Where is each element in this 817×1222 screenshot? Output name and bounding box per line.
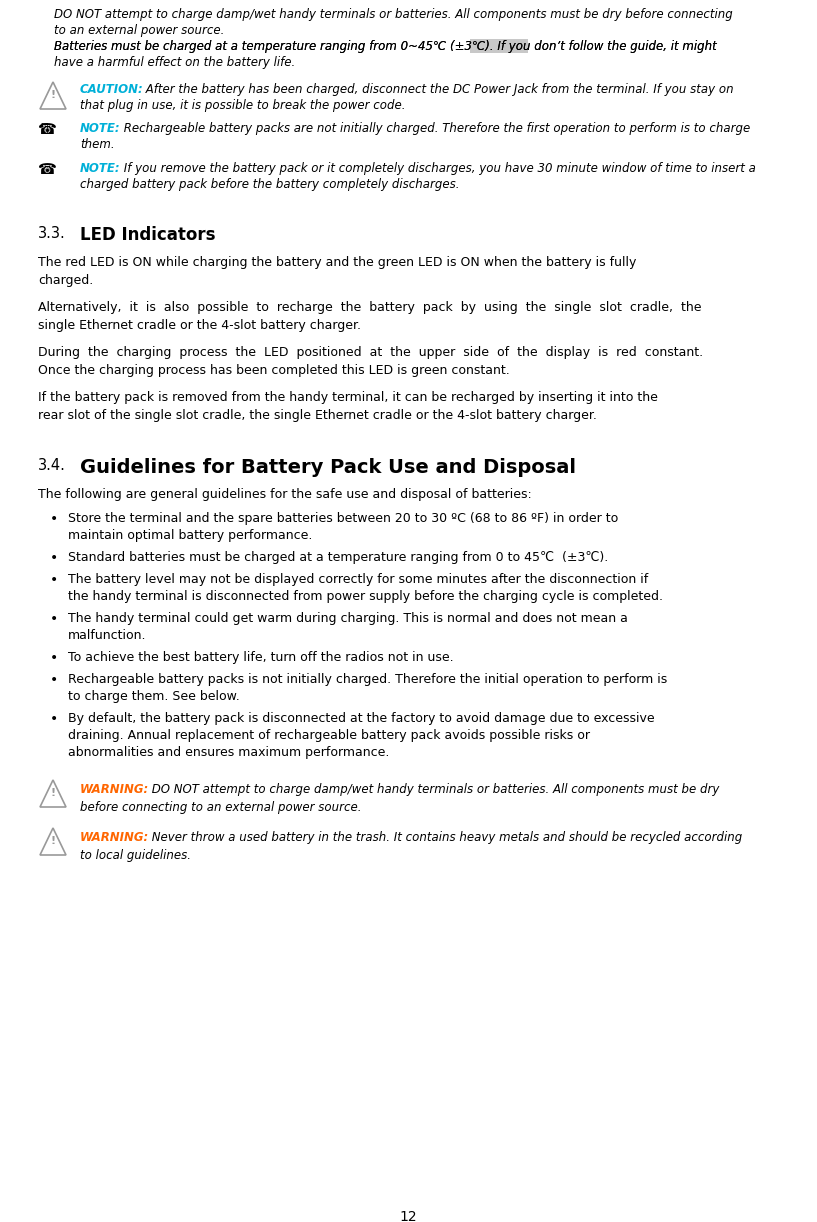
- Text: abnormalities and ensures maximum performance.: abnormalities and ensures maximum perfor…: [68, 745, 390, 759]
- Text: During  the  charging  process  the  LED  positioned  at  the  upper  side  of  : During the charging process the LED posi…: [38, 346, 703, 359]
- Text: 3.4.: 3.4.: [38, 458, 66, 473]
- Text: NOTE:: NOTE:: [80, 163, 121, 175]
- Text: The following are general guidelines for the safe use and disposal of batteries:: The following are general guidelines for…: [38, 488, 532, 501]
- Text: Batteries must be charged at a temperature ranging from 0~45℃ (±3℃). If you don’: Batteries must be charged at a temperatu…: [54, 40, 717, 53]
- Text: to charge them. See below.: to charge them. See below.: [68, 690, 239, 703]
- Text: Store the terminal and the spare batteries between 20 to 30 ºC (68 to 86 ºF) in : Store the terminal and the spare batteri…: [68, 512, 618, 525]
- Text: •: •: [50, 573, 58, 587]
- Text: that plug in use, it is possible to break the power code.: that plug in use, it is possible to brea…: [80, 99, 405, 112]
- Text: •: •: [50, 673, 58, 687]
- Text: 3.3.: 3.3.: [38, 226, 65, 241]
- FancyBboxPatch shape: [470, 39, 528, 53]
- Text: NOTE:: NOTE:: [80, 122, 121, 134]
- Text: maintain optimal battery performance.: maintain optimal battery performance.: [68, 529, 312, 543]
- Text: DO NOT attempt to charge damp/wet handy terminals or batteries. All components m: DO NOT attempt to charge damp/wet handy …: [54, 9, 733, 21]
- Text: LED Indicators: LED Indicators: [80, 226, 216, 244]
- Text: Batteries must be charged at a temperature ranging from 0~45℃ (±3℃). If you don’: Batteries must be charged at a temperatu…: [54, 40, 717, 53]
- Text: the handy terminal is disconnected from power supply before the charging cycle i: the handy terminal is disconnected from …: [68, 590, 663, 602]
- Text: 📞: 📞: [40, 122, 47, 134]
- Text: The handy terminal could get warm during charging. This is normal and does not m: The handy terminal could get warm during…: [68, 612, 628, 624]
- Text: The red LED is ON while charging the battery and the green LED is ON when the ba: The red LED is ON while charging the bat…: [38, 255, 636, 269]
- Text: !: !: [51, 788, 56, 798]
- Text: WARNING:: WARNING:: [80, 783, 150, 796]
- Text: The battery level may not be displayed correctly for some minutes after the disc: The battery level may not be displayed c…: [68, 573, 648, 587]
- Text: have a harmful effect on the battery life.: have a harmful effect on the battery lif…: [54, 56, 295, 68]
- Text: !: !: [51, 836, 56, 846]
- Text: single Ethernet cradle or the 4-slot battery charger.: single Ethernet cradle or the 4-slot bat…: [38, 319, 361, 332]
- Text: WARNING:: WARNING:: [80, 831, 150, 844]
- Text: •: •: [50, 712, 58, 726]
- Text: After the battery has been charged, disconnect the DC Power Jack from the termin: After the battery has been charged, disc…: [142, 83, 734, 97]
- Text: CAUTION:: CAUTION:: [80, 83, 144, 97]
- Text: By default, the battery pack is disconnected at the factory to avoid damage due : By default, the battery pack is disconne…: [68, 712, 654, 725]
- Text: •: •: [50, 612, 58, 626]
- Text: ☎: ☎: [38, 122, 57, 137]
- Text: to an external power source.: to an external power source.: [54, 24, 225, 37]
- Text: draining. Annual replacement of rechargeable battery pack avoids possible risks : draining. Annual replacement of recharge…: [68, 730, 590, 742]
- Text: If the battery pack is removed from the handy terminal, it can be recharged by i: If the battery pack is removed from the …: [38, 391, 658, 404]
- Text: ☎: ☎: [38, 163, 57, 177]
- Text: 12: 12: [400, 1210, 417, 1222]
- Text: to local guidelines.: to local guidelines.: [80, 849, 191, 862]
- Text: •: •: [50, 512, 58, 525]
- Text: •: •: [50, 651, 58, 665]
- Text: •: •: [50, 551, 58, 565]
- Text: Guidelines for Battery Pack Use and Disposal: Guidelines for Battery Pack Use and Disp…: [80, 458, 576, 477]
- Text: If you remove the battery pack or it completely discharges, you have 30 minute w: If you remove the battery pack or it com…: [120, 163, 756, 175]
- Text: Rechargeable battery packs are not initially charged. Therefore the first operat: Rechargeable battery packs are not initi…: [120, 122, 750, 134]
- Text: rear slot of the single slot cradle, the single Ethernet cradle or the 4-slot ba: rear slot of the single slot cradle, the…: [38, 409, 597, 422]
- Text: DO NOT attempt to charge damp/wet handy terminals or batteries. All components m: DO NOT attempt to charge damp/wet handy …: [148, 783, 720, 796]
- Text: before connecting to an external power source.: before connecting to an external power s…: [80, 800, 361, 814]
- Text: them.: them.: [80, 138, 114, 152]
- Text: Once the charging process has been completed this LED is green constant.: Once the charging process has been compl…: [38, 364, 510, 378]
- Text: !: !: [51, 90, 56, 100]
- Text: malfunction.: malfunction.: [68, 629, 146, 642]
- Text: Standard batteries must be charged at a temperature ranging from 0 to 45℃  (±3℃): Standard batteries must be charged at a …: [68, 551, 608, 565]
- Text: Rechargeable battery packs is not initially charged. Therefore the initial opera: Rechargeable battery packs is not initia…: [68, 673, 667, 686]
- Text: Never throw a used battery in the trash. It contains heavy metals and should be : Never throw a used battery in the trash.…: [148, 831, 743, 844]
- Text: charged.: charged.: [38, 274, 93, 287]
- Text: Alternatively,  it  is  also  possible  to  recharge  the  battery  pack  by  us: Alternatively, it is also possible to re…: [38, 301, 702, 314]
- Text: To achieve the best battery life, turn off the radios not in use.: To achieve the best battery life, turn o…: [68, 651, 453, 664]
- Text: charged battery pack before the battery completely discharges.: charged battery pack before the battery …: [80, 178, 459, 191]
